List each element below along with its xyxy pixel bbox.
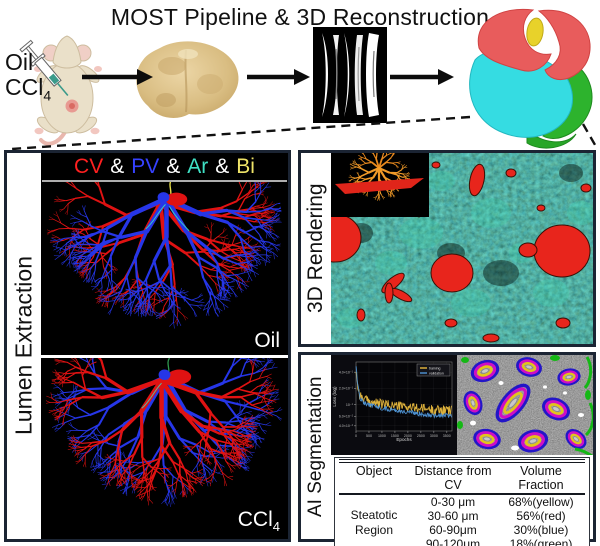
svg-text:6.0×10⁻²: 6.0×10⁻²: [339, 415, 354, 419]
oil-image-tag: Oil: [254, 329, 280, 352]
svg-text:1500: 1500: [391, 434, 399, 438]
table-cell: 68%(yellow): [508, 495, 574, 509]
image-separator: [41, 355, 288, 358]
green-boundary-marks: [574, 356, 593, 455]
object-cell: Steatotic Region: [350, 508, 398, 537]
legend-pv: PV: [131, 154, 160, 178]
segmentation-images-row: 0 500 1000 1500 2000 2500 3000 3500 4.0×10⁻¹ 2.0×…: [331, 355, 593, 455]
mouse-tail: [39, 130, 67, 146]
svg-text:0: 0: [355, 434, 357, 438]
liver-specimen-photo: [136, 41, 239, 118]
model-red-lobe: [477, 8, 552, 72]
svg-text:4.0×10⁻¹: 4.0×10⁻¹: [339, 371, 354, 375]
microvasculature-render-image: [331, 153, 593, 344]
svg-text:1000: 1000: [378, 434, 386, 438]
svg-text:2.0×10⁻¹: 2.0×10⁻¹: [339, 387, 354, 391]
lumen-extraction-label: Lumen Extraction: [7, 153, 41, 539]
rendering-label: 3D Rendering: [301, 153, 331, 344]
legend-divider: [42, 180, 287, 182]
panel-lumen-extraction: Lumen Extraction CV & PV & Ar & Bi: [4, 150, 291, 542]
segmentation-label: AI Segmentation: [301, 355, 331, 539]
table-cell: 30%(blue): [513, 523, 569, 537]
svg-text:500: 500: [366, 434, 372, 438]
vessel-image-oil: Oil: [41, 182, 288, 355]
segmentation-result-image: [457, 355, 593, 455]
ccl4-label: CCl: [5, 73, 44, 100]
col-object: Object: [355, 464, 393, 478]
svg-text:3000: 3000: [430, 434, 438, 438]
syringe-icon: [19, 39, 69, 97]
bright-spots: [470, 381, 584, 451]
panel-3d-rendering: 3D Rendering: [298, 150, 596, 347]
svg-text:training: training: [429, 366, 441, 370]
col-distance: Distance from CV: [414, 464, 492, 492]
svg-text:Epochs: Epochs: [396, 437, 412, 442]
model-yellow-lobe: [526, 17, 544, 47]
steatotic-region-rings: [463, 357, 587, 453]
svg-text:Loss (log): Loss (log): [332, 386, 337, 407]
table-cell: 90-120μm: [425, 537, 481, 546]
vessel-cross-sections: [331, 161, 592, 343]
svg-text:2000: 2000: [404, 434, 412, 438]
tissue-slices-image: [313, 27, 387, 123]
svg-text:validation: validation: [429, 371, 444, 375]
vessel-legend: CV & PV & Ar & Bi: [74, 154, 255, 178]
table-header-row: Object Distance from CV Volume Fraction: [339, 463, 585, 495]
svg-text:10⁻¹: 10⁻¹: [346, 403, 354, 407]
volume-fraction-table: Object Distance from CV Volume Fraction …: [334, 457, 590, 546]
lumen-content: CV & PV & Ar & Bi: [41, 153, 288, 539]
legend-ar: Ar: [187, 154, 209, 178]
table-cell: 30-60 μm: [427, 509, 479, 523]
svg-text:3500: 3500: [443, 434, 451, 438]
vessel-image-ccl4: CCl4: [41, 358, 288, 536]
table-cell: 60-90μm: [429, 523, 477, 537]
vessel-tree-inset: [331, 153, 429, 217]
legend-bi: Bi: [236, 154, 255, 178]
ccl4-image-tag: CCl4: [237, 507, 280, 534]
svg-text:2500: 2500: [417, 434, 425, 438]
table-cell: 56%(red): [516, 509, 566, 523]
loss-curve-chart: 0 500 1000 1500 2000 2500 3000 3500 4.0×10⁻¹ 2.0×…: [331, 355, 457, 455]
liver-3d-model: [469, 8, 593, 149]
figure-title: MOST Pipeline & 3D Reconstruction: [110, 4, 490, 30]
svg-text:4.0×10⁻²: 4.0×10⁻²: [339, 424, 354, 428]
col-volume-fraction: Volume Fraction: [518, 464, 564, 492]
oil-label: Oil: [5, 49, 34, 75]
legend-cv: CV: [74, 154, 104, 178]
table-cell: 18%(green): [509, 537, 573, 546]
injection-agents-label: Oil CCl4: [5, 49, 52, 104]
rendering-content: [331, 153, 593, 344]
panel-ai-segmentation: AI Segmentation 0 500 1000 1500 2000 2500 3000…: [298, 352, 596, 546]
table-cell: 0-30 μm: [430, 495, 476, 509]
